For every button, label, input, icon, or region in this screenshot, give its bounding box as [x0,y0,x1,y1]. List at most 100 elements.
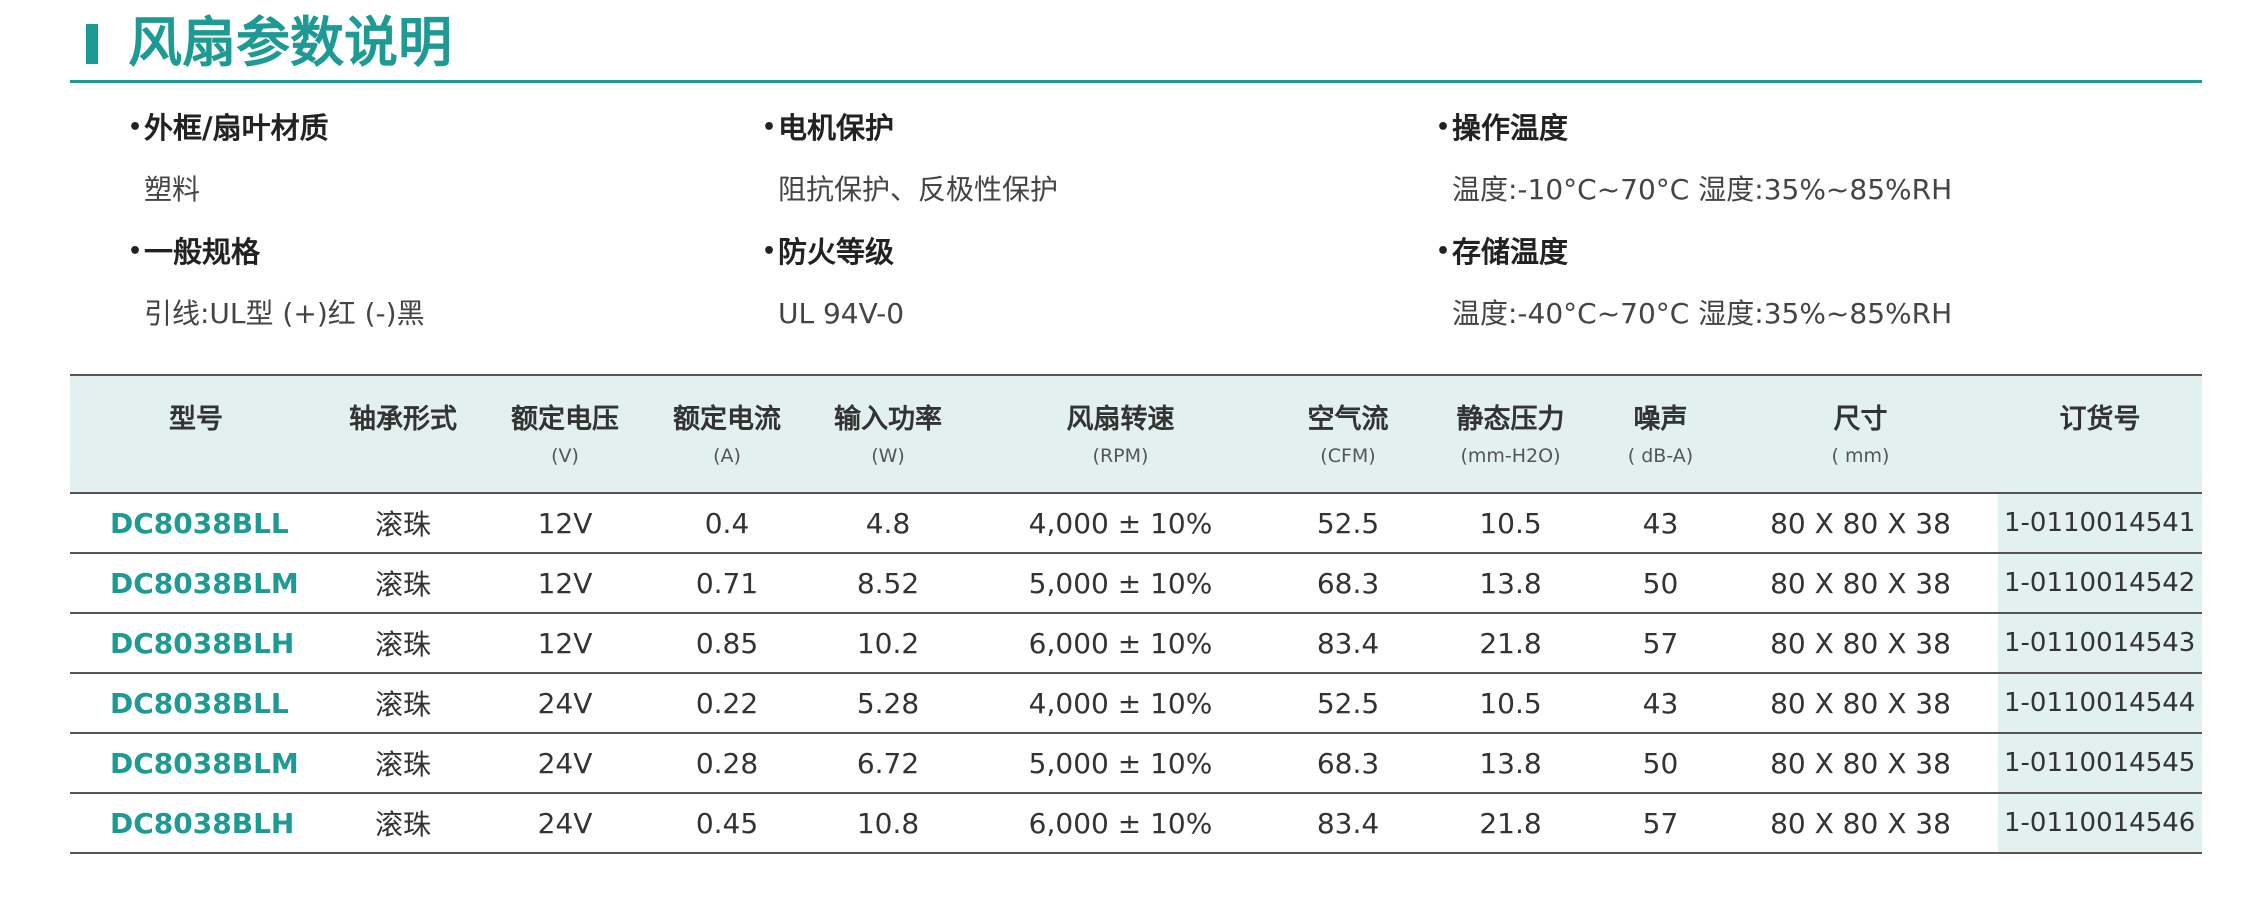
column-header-unit: (RPM) [1092,445,1149,467]
spec-label: 存储温度 [1436,232,1952,272]
spec-label: 防火等级 [762,232,904,272]
column-header: 额定电流 (A) [646,374,808,494]
table-cell: 12V [484,553,646,614]
spec-general: 一般规格 引线:UL型 (+)红 (-)黑 [128,232,425,334]
table-cell: 0.45 [646,793,808,854]
table-row: DC8038BLH 滚珠 12V 0.85 10.2 6,000 ± 10% 83.4 21.… [70,613,2202,674]
table-cell: 24V [484,793,646,854]
table-cell: 10.8 [808,793,968,854]
column-header: 静态压力 (mm-H2O) [1423,374,1598,494]
spec-label: 外框/扇叶材质 [128,108,329,148]
column-header: 空气流 (CFM) [1273,374,1423,494]
table-cell: 52.5 [1273,673,1423,734]
column-header: 输入功率 (W) [808,374,968,494]
table-cell: 68.3 [1273,733,1423,794]
table-cell: 80 X 80 X 38 [1723,493,1998,554]
table-cell: 0.4 [646,493,808,554]
table-cell: 4,000 ± 10% [968,493,1273,554]
model-cell: DC8038BLH [70,793,322,854]
title-accent-bar [86,24,98,64]
spec-value: UL 94V-0 [778,297,905,330]
model-cell: DC8038BLL [70,673,322,734]
table-cell: 6,000 ± 10% [968,613,1273,674]
table-cell: 12V [484,613,646,674]
order-number-cell: 1-0110014545 [1998,733,2202,794]
table-cell: 24V [484,733,646,794]
table-row: DC8038BLM 滚珠 12V 0.71 8.52 5,000 ± 10% 68.3 13.… [70,553,2202,614]
table-cell: 滚珠 [322,733,484,794]
column-header: 订货号 [1998,374,2202,494]
order-number-cell: 1-0110014543 [1998,613,2202,674]
page-title: 风扇参数说明 [128,11,452,74]
table-cell: 50 [1598,733,1723,794]
spec-label: 电机保护 [762,108,1058,148]
table-cell: 80 X 80 X 38 [1723,733,1998,794]
table-cell: 10.2 [808,613,968,674]
table-cell: 0.71 [646,553,808,614]
table-cell: 80 X 80 X 38 [1723,613,1998,674]
model-cell: DC8038BLM [70,553,322,614]
spec-value: 引线:UL型 (+)红 (-)黑 [144,297,425,330]
order-number-cell: 1-0110014541 [1998,493,2202,554]
spec-label: 操作温度 [1436,108,1952,148]
table-cell: 68.3 [1273,553,1423,614]
column-header-label: 静态压力 [1456,404,1565,435]
column-header-label: 风扇转速 [1066,404,1175,435]
column-header: 尺寸 ( mm) [1723,374,1998,494]
table-cell: 13.8 [1423,553,1598,614]
table-body: DC8038BLL 滚珠 12V 0.4 4.8 4,000 ± 10% 52.5 10.5 4… [70,493,2202,854]
table-row: DC8038BLH 滚珠 24V 0.45 10.8 6,000 ± 10% 83.4 21.… [70,793,2202,854]
table-cell: 滚珠 [322,493,484,554]
table-cell: 5.28 [808,673,968,734]
table-cell: 0.22 [646,673,808,734]
spec-storage-temperature: 存储温度 温度:-40°C~70°C 湿度:35%~85%RH [1436,232,1952,334]
table-cell: 83.4 [1273,793,1423,854]
table-cell: 滚珠 [322,673,484,734]
column-header-label: 输入功率 [834,404,942,435]
table-cell: 4.8 [808,493,968,554]
column-header-label: 轴承形式 [349,404,457,435]
column-header-unit: (mm-H2O) [1460,445,1561,467]
table-cell: 57 [1598,613,1723,674]
table-cell: 83.4 [1273,613,1423,674]
table-cell: 滚珠 [322,613,484,674]
column-header-unit: ( mm) [1831,445,1890,467]
column-header: 轴承形式 [322,374,484,494]
spec-fire-rating: 防火等级 UL 94V-0 [762,232,904,334]
column-header-label: 尺寸 [1833,404,1888,435]
column-header: 型号 [70,374,322,494]
table-cell: 4,000 ± 10% [968,673,1273,734]
column-header-unit: (A) [713,445,741,467]
table-cell: 80 X 80 X 38 [1723,553,1998,614]
order-number-cell: 1-0110014542 [1998,553,2202,614]
table-cell: 12V [484,493,646,554]
model-cell: DC8038BLM [70,733,322,794]
table-cell: 24V [484,673,646,734]
table-cell: 10.5 [1423,673,1598,734]
table-cell: 13.8 [1423,733,1598,794]
table-cell: 6.72 [808,733,968,794]
table-row: DC8038BLL 滚珠 24V 0.22 5.28 4,000 ± 10% 52.5 10.… [70,673,2202,734]
table-row: DC8038BLL 滚珠 12V 0.4 4.8 4,000 ± 10% 52.5 10.5 4… [70,493,2202,554]
section-header: 风扇参数说明 [70,0,2202,83]
spec-value: 温度:-40°C~70°C 湿度:35%~85%RH [1452,297,1953,330]
spec-value: 阻抗保护、反极性保护 [778,173,1059,206]
column-header-unit: (V) [551,445,579,467]
table-cell: 滚珠 [322,553,484,614]
fan-spec-table: 型号 轴承形式 额定电压 (V) 额定电流 (A) 输入功率 (W) 风扇转速 (RPM) 空气流 (… [70,374,2202,854]
table-cell: 52.5 [1273,493,1423,554]
column-header: 噪声 ( dB-A) [1598,374,1723,494]
table-cell: 57 [1598,793,1723,854]
table-cell: 5,000 ± 10% [968,553,1273,614]
table-cell: 21.8 [1423,793,1598,854]
table-cell: 5,000 ± 10% [968,733,1273,794]
table-cell: 80 X 80 X 38 [1723,793,1998,854]
table-row: DC8038BLM 滚珠 24V 0.28 6.72 5,000 ± 10% 68.3 13.… [70,733,2202,794]
spec-frame-material: 外框/扇叶材质 塑料 [128,108,329,210]
table-cell: 43 [1598,493,1723,554]
table-cell: 80 X 80 X 38 [1723,673,1998,734]
column-header-unit: ( dB-A) [1627,445,1694,467]
table-cell: 滚珠 [322,793,484,854]
table-cell: 21.8 [1423,613,1598,674]
model-cell: DC8038BLL [70,493,322,554]
